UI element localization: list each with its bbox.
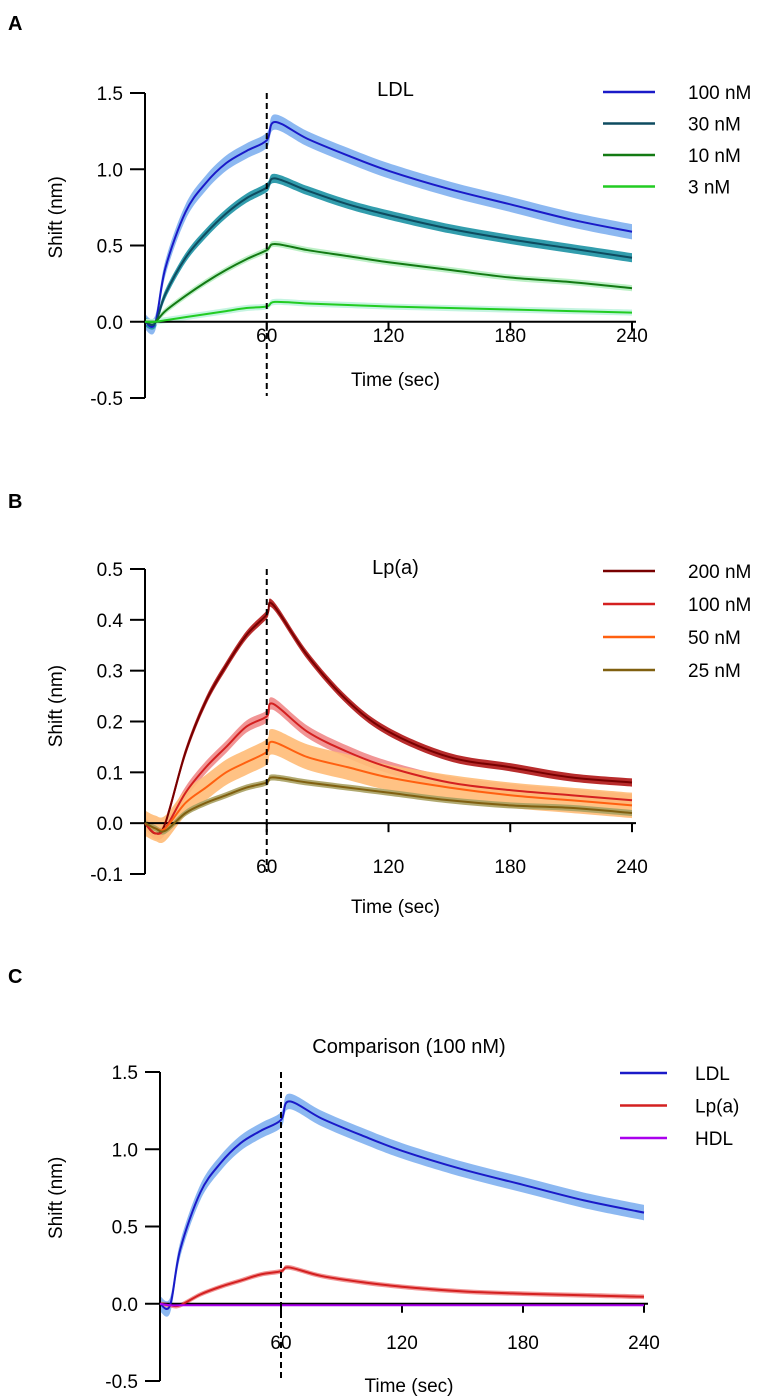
series-line [144, 740, 633, 832]
y-tick-label: 1.5 [97, 84, 123, 105]
legend-label: 3 nM [688, 178, 730, 199]
y-tick-label: 0.0 [97, 313, 123, 334]
x-axis-label: Time (sec) [351, 370, 440, 391]
y-tick-label: 0.2 [97, 713, 123, 734]
x-tick-label: 180 [494, 326, 526, 347]
y-tick-label: -0.1 [90, 865, 123, 886]
legend-label: 100 nM [688, 595, 751, 616]
y-tick-label: -0.5 [105, 1372, 138, 1393]
panel-label: C [8, 966, 22, 988]
y-tick-label: 0.3 [97, 662, 123, 683]
series-line [144, 776, 633, 833]
x-axis-label: Time (sec) [364, 1376, 453, 1397]
series-line [144, 120, 633, 328]
y-tick-label: 0.5 [112, 1218, 138, 1239]
error-band [145, 729, 632, 844]
series-line [159, 1266, 645, 1308]
y-tick-label: 1.5 [112, 1063, 138, 1084]
panel-label: B [8, 491, 22, 513]
x-tick-label: 240 [616, 857, 648, 878]
legend-label: LDL [695, 1064, 730, 1085]
y-tick-label: 0.1 [97, 763, 123, 784]
x-tick-label: 120 [373, 326, 405, 347]
x-tick-label: 240 [616, 326, 648, 347]
chart-panel-b: B Lp(a) -0.1 0.0 0.1 0.2 0.3 0.4 0.5 60 120 180 240 T… [8, 491, 751, 918]
y-tick-label: 0.0 [112, 1295, 138, 1316]
chart-title: Lp(a) [372, 557, 419, 579]
legend-label: 200 nM [688, 562, 751, 583]
series-line [144, 300, 633, 323]
series-line [159, 1100, 645, 1310]
legend-label: HDL [695, 1129, 733, 1150]
chart-title: LDL [377, 79, 414, 101]
chart-title: Comparison (100 nM) [312, 1036, 505, 1058]
series-line [159, 1302, 644, 1307]
legend-label: 10 nM [688, 146, 741, 167]
series-line [144, 177, 633, 326]
error-band [145, 774, 632, 835]
legend-label: 100 nM [688, 83, 751, 104]
y-tick-label: 1.0 [112, 1140, 138, 1161]
y-tick-label: 0.5 [97, 560, 123, 581]
y-axis-label: Shift (nm) [46, 665, 67, 747]
y-tick-label: 0.0 [97, 814, 123, 835]
x-tick-label: 180 [507, 1333, 539, 1354]
series-line [144, 242, 633, 324]
x-tick-label: 180 [494, 857, 526, 878]
x-tick-label: 120 [373, 857, 405, 878]
legend-label: Lp(a) [695, 1097, 739, 1118]
y-axis-label: Shift (nm) [46, 176, 67, 258]
x-tick-label: 240 [628, 1333, 660, 1354]
panel-label: A [8, 13, 22, 35]
x-tick-label: 120 [386, 1333, 418, 1354]
y-tick-label: 0.4 [97, 611, 124, 632]
series-line [144, 702, 633, 835]
series-line [144, 601, 633, 835]
y-tick-label: 0.5 [97, 237, 123, 258]
legend-label: 25 nM [688, 661, 741, 682]
legend-label: 50 nM [688, 628, 741, 649]
x-tick-label: 60 [256, 857, 277, 878]
y-tick-label: 1.0 [97, 160, 123, 181]
y-axis-label: Shift (nm) [46, 1157, 67, 1239]
x-axis-label: Time (sec) [351, 897, 440, 918]
legend-label: 30 nM [688, 115, 741, 136]
y-tick-label: -0.5 [90, 389, 123, 410]
